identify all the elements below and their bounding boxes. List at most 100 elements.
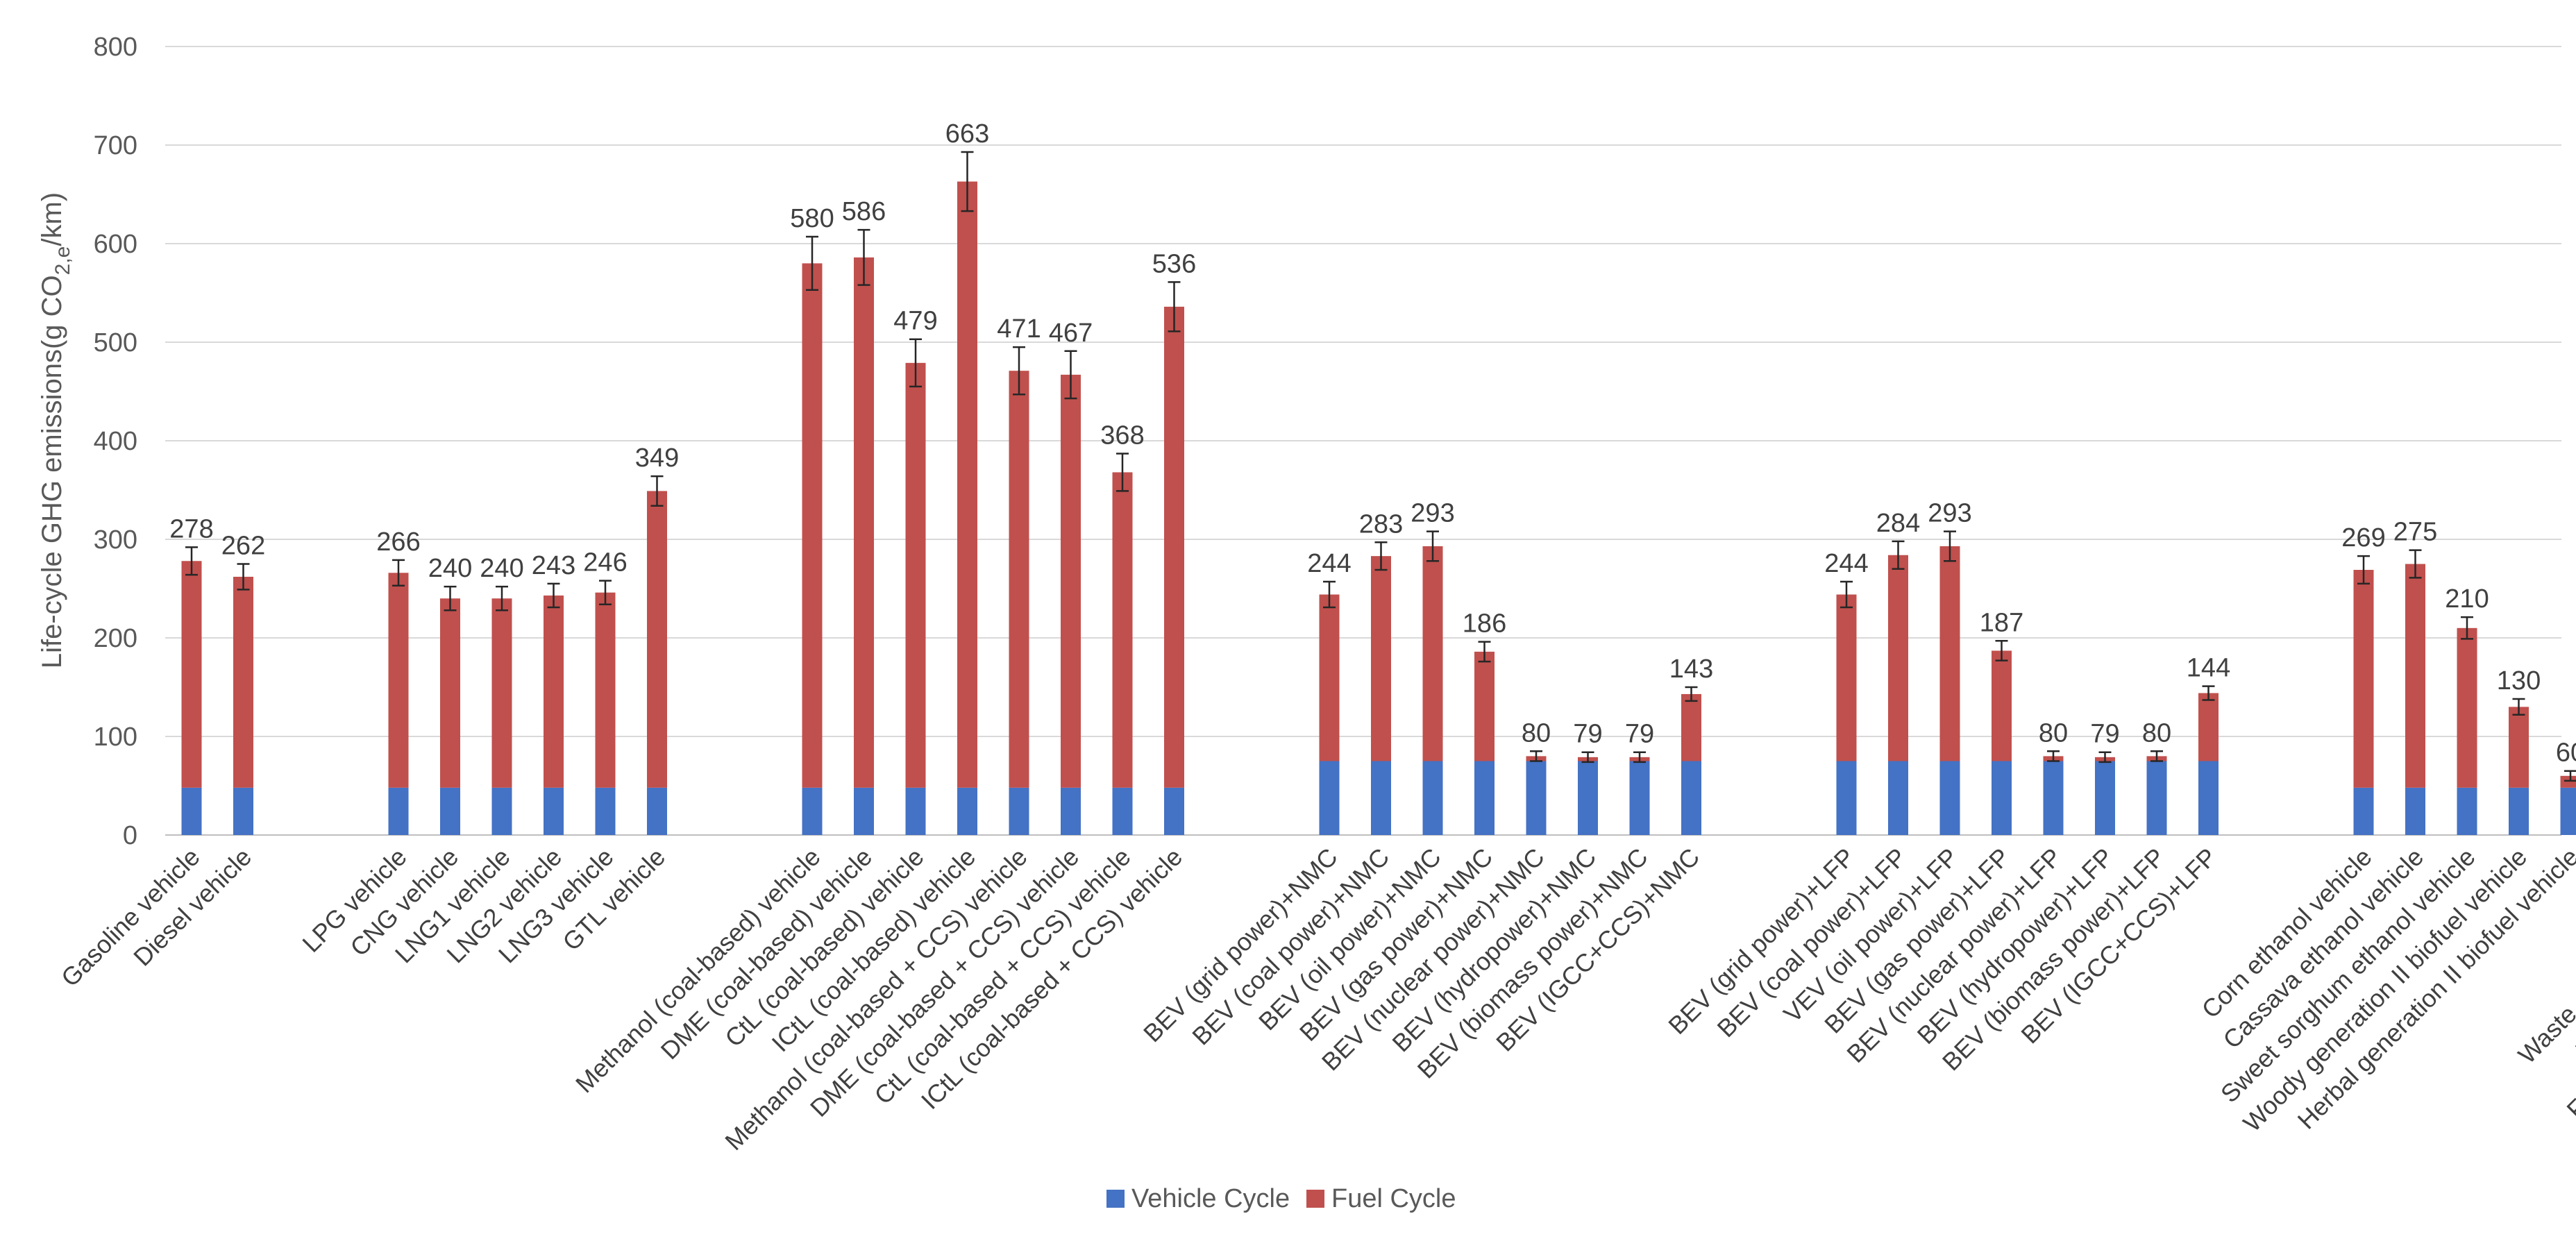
total-label-36: 60 — [2556, 739, 2576, 768]
error-bar-34 — [2461, 616, 2473, 640]
legend-swatch — [1106, 1190, 1125, 1208]
total-label-34: 210 — [2445, 584, 2489, 614]
bar-vehicle-cycle-20 — [1526, 761, 1547, 835]
total-label-8: 580 — [790, 204, 834, 233]
total-label-20: 80 — [1522, 718, 1551, 748]
y-tick-label: 0 — [123, 821, 137, 850]
bar-vehicle-cycle-7 — [647, 787, 667, 835]
bar-fuel-cycle-34 — [2457, 627, 2477, 788]
error-bar-33 — [2409, 549, 2422, 579]
bar-fuel-cycle-23 — [1681, 693, 1701, 761]
bar-fuel-cycle-26 — [1939, 546, 1960, 761]
error-bar-22 — [1633, 751, 1646, 764]
error-bar-24 — [1840, 580, 1853, 609]
bar-vehicle-cycle-12 — [1009, 787, 1029, 835]
bar-fuel-cycle-11 — [957, 181, 977, 788]
total-label-21: 79 — [1573, 720, 1602, 749]
bar-vehicle-cycle-29 — [2095, 761, 2115, 835]
gridlines — [165, 46, 2561, 836]
error-bar-20 — [1530, 750, 1542, 762]
error-bar-13 — [1064, 350, 1077, 400]
error-bar-19 — [1478, 641, 1491, 663]
bar-fuel-cycle-9 — [854, 257, 874, 788]
total-label-25: 284 — [1876, 509, 1920, 538]
bar-vehicle-cycle-30 — [2146, 761, 2167, 835]
legend-swatch — [1306, 1190, 1324, 1208]
total-label-5: 243 — [532, 551, 575, 580]
error-bar-12 — [1013, 346, 1025, 396]
bar-vehicle-cycle-35 — [2509, 787, 2529, 835]
error-bar-10 — [909, 338, 922, 388]
error-bar-32 — [2357, 555, 2370, 585]
error-bar-2 — [392, 559, 405, 587]
total-label-33: 275 — [2393, 518, 2437, 547]
error-bar-8 — [806, 235, 818, 291]
total-label-7: 349 — [635, 444, 679, 473]
error-bar-15 — [1168, 281, 1181, 332]
bar-fuel-cycle-10 — [905, 362, 926, 788]
error-bar-27 — [1995, 640, 2008, 661]
bar-fuel-cycle-35 — [2509, 707, 2529, 788]
total-label-4: 240 — [480, 554, 523, 583]
total-label-11: 663 — [945, 119, 989, 149]
y-tick-label: 800 — [94, 33, 137, 62]
error-bar-14 — [1116, 453, 1129, 492]
legend-label: Vehicle Cycle — [1131, 1184, 1290, 1213]
error-bar-6 — [599, 580, 612, 605]
bar-fuel-cycle-16 — [1319, 594, 1340, 761]
bar-vehicle-cycle-28 — [2043, 761, 2064, 835]
bar-vehicle-cycle-6 — [595, 787, 616, 835]
bar-vehicle-cycle-15 — [1164, 787, 1184, 835]
error-bar-5 — [547, 582, 560, 609]
bar-fuel-cycle-14 — [1112, 472, 1133, 788]
total-label-31: 144 — [2187, 654, 2230, 683]
total-label-23: 143 — [1669, 655, 1713, 684]
total-label-32: 269 — [2341, 523, 2385, 553]
y-axis: 0 100 200 300 400 500 600 700 800 — [94, 33, 137, 850]
bar-fuel-cycle-7 — [647, 491, 667, 788]
error-bar-18 — [1426, 530, 1439, 562]
total-label-18: 293 — [1411, 499, 1454, 528]
total-label-27: 187 — [1980, 608, 2023, 637]
total-label-15: 536 — [1152, 249, 1196, 278]
bar-vehicle-cycle-5 — [544, 787, 564, 835]
total-label-35: 130 — [2497, 666, 2541, 695]
bar-vehicle-cycle-4 — [491, 787, 512, 835]
total-label-26: 293 — [1928, 499, 1971, 528]
legend: Vehicle Cycle Fuel Cycle — [1106, 1184, 1456, 1213]
bar-fuel-cycle-17 — [1371, 556, 1391, 761]
bar-vehicle-cycle-9 — [854, 787, 874, 835]
bar-fuel-cycle-25 — [1888, 555, 1908, 761]
error-bar-3 — [444, 585, 457, 612]
legend-item-vehicle-cycle: Vehicle Cycle — [1106, 1184, 1290, 1213]
x-tick-label-39: Fischer-Tropsch biodiesel vehicle — [2561, 843, 2576, 1124]
error-bar-9 — [857, 228, 870, 286]
bar-vehicle-cycle-14 — [1112, 787, 1133, 835]
total-label-6: 246 — [583, 548, 627, 577]
bar-fuel-cycle-27 — [1992, 650, 2012, 761]
bar-vehicle-cycle-17 — [1371, 761, 1391, 835]
bar-vehicle-cycle-1 — [233, 787, 253, 835]
bar-fuel-cycle-15 — [1164, 306, 1184, 788]
bar-fuel-cycle-4 — [491, 598, 512, 788]
total-label-9: 586 — [842, 197, 886, 226]
total-label-1: 262 — [221, 532, 265, 561]
bar-vehicle-cycle-34 — [2457, 787, 2477, 835]
error-bar-29 — [2098, 751, 2112, 764]
total-label-0: 278 — [169, 514, 213, 543]
error-bar-16 — [1323, 580, 1336, 609]
bar-vehicle-cycle-23 — [1681, 761, 1701, 835]
bar-fuel-cycle-8 — [802, 263, 823, 788]
bar-vehicle-cycle-16 — [1319, 761, 1340, 835]
total-label-22: 79 — [1625, 720, 1654, 749]
total-label-29: 79 — [2090, 720, 2119, 749]
error-bar-1 — [237, 563, 250, 591]
error-bar-31 — [2202, 685, 2215, 701]
error-bar-28 — [2047, 750, 2060, 762]
bar-fuel-cycle-13 — [1061, 374, 1081, 788]
total-label-3: 240 — [428, 554, 472, 583]
y-tick-label: 600 — [94, 230, 137, 259]
y-tick-label: 200 — [94, 624, 137, 653]
bar-fuel-cycle-3 — [440, 598, 460, 788]
